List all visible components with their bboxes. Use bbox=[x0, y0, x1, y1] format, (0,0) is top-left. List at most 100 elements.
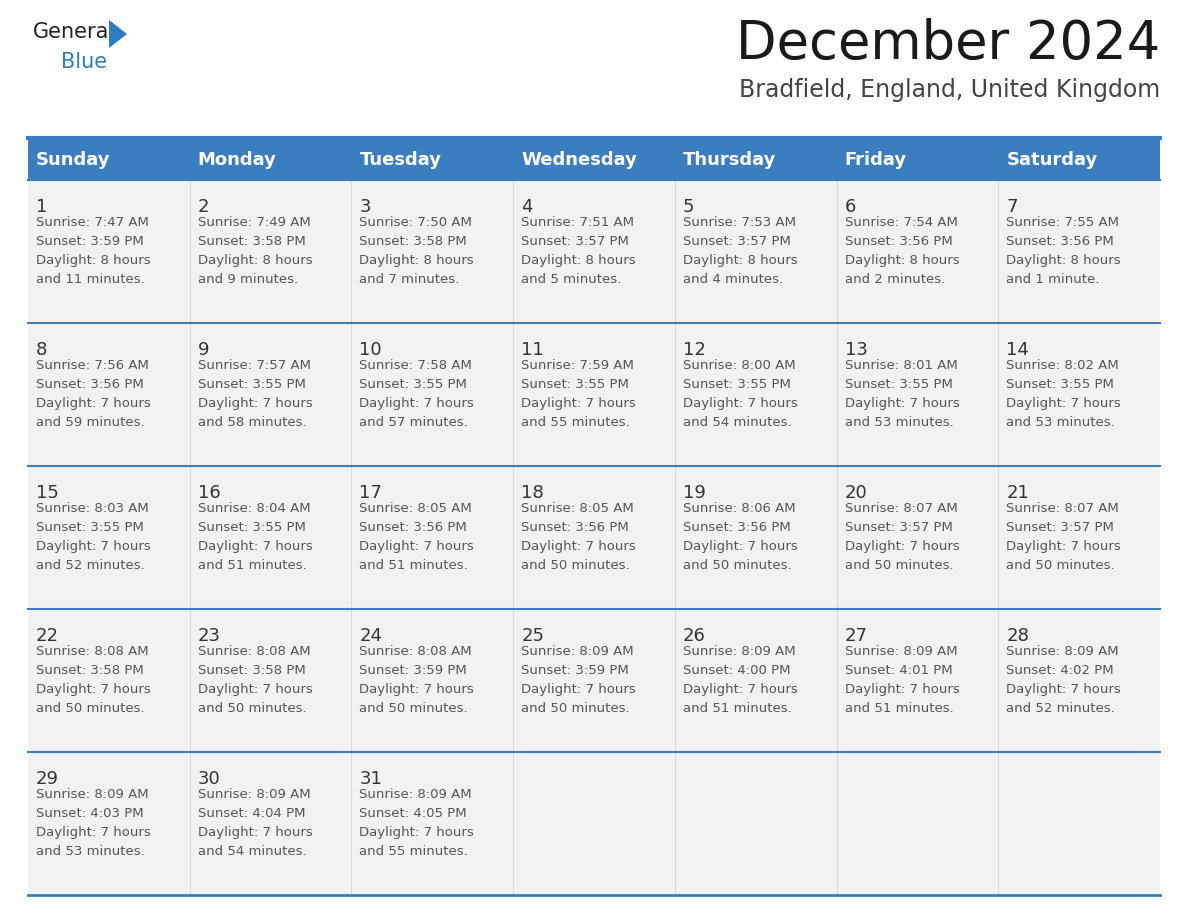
Text: Sunset: 3:55 PM: Sunset: 3:55 PM bbox=[683, 378, 791, 391]
Text: and 57 minutes.: and 57 minutes. bbox=[360, 416, 468, 429]
Text: and 53 minutes.: and 53 minutes. bbox=[36, 845, 145, 858]
Text: December 2024: December 2024 bbox=[735, 18, 1159, 70]
Text: and 9 minutes.: and 9 minutes. bbox=[197, 273, 298, 286]
Text: Sunrise: 7:49 AM: Sunrise: 7:49 AM bbox=[197, 216, 310, 229]
Text: Sunset: 3:59 PM: Sunset: 3:59 PM bbox=[36, 235, 144, 248]
Text: Daylight: 7 hours: Daylight: 7 hours bbox=[197, 397, 312, 410]
Bar bbox=[836, 466, 998, 609]
Text: Sunrise: 8:09 AM: Sunrise: 8:09 AM bbox=[522, 645, 633, 658]
Bar bbox=[836, 609, 998, 752]
Text: Daylight: 7 hours: Daylight: 7 hours bbox=[522, 683, 636, 696]
Text: 1: 1 bbox=[36, 198, 48, 216]
Text: Sunday: Sunday bbox=[36, 151, 110, 169]
Text: and 51 minutes.: and 51 minutes. bbox=[360, 559, 468, 572]
Text: and 59 minutes.: and 59 minutes. bbox=[36, 416, 145, 429]
Text: 23: 23 bbox=[197, 627, 221, 645]
Text: Thursday: Thursday bbox=[683, 151, 776, 169]
Bar bbox=[29, 752, 190, 895]
Text: Sunrise: 8:08 AM: Sunrise: 8:08 AM bbox=[360, 645, 472, 658]
Text: Sunset: 3:55 PM: Sunset: 3:55 PM bbox=[36, 521, 144, 534]
Text: Daylight: 7 hours: Daylight: 7 hours bbox=[360, 397, 474, 410]
Text: Daylight: 7 hours: Daylight: 7 hours bbox=[360, 540, 474, 553]
Text: Sunset: 3:55 PM: Sunset: 3:55 PM bbox=[197, 378, 305, 391]
Text: Sunrise: 8:09 AM: Sunrise: 8:09 AM bbox=[197, 788, 310, 801]
Text: Sunrise: 7:51 AM: Sunrise: 7:51 AM bbox=[522, 216, 634, 229]
Text: and 50 minutes.: and 50 minutes. bbox=[360, 702, 468, 715]
Bar bbox=[998, 752, 1159, 895]
Text: Daylight: 8 hours: Daylight: 8 hours bbox=[197, 254, 312, 267]
Text: Sunset: 3:56 PM: Sunset: 3:56 PM bbox=[522, 521, 628, 534]
Text: Sunset: 3:55 PM: Sunset: 3:55 PM bbox=[845, 378, 953, 391]
Text: Daylight: 8 hours: Daylight: 8 hours bbox=[683, 254, 797, 267]
Text: Saturday: Saturday bbox=[1006, 151, 1098, 169]
Text: Daylight: 7 hours: Daylight: 7 hours bbox=[1006, 683, 1121, 696]
Text: 24: 24 bbox=[360, 627, 383, 645]
Text: Daylight: 7 hours: Daylight: 7 hours bbox=[1006, 397, 1121, 410]
Bar bbox=[352, 609, 513, 752]
Text: and 50 minutes.: and 50 minutes. bbox=[522, 702, 630, 715]
Text: Sunrise: 8:09 AM: Sunrise: 8:09 AM bbox=[845, 645, 958, 658]
Text: Sunset: 4:04 PM: Sunset: 4:04 PM bbox=[197, 807, 305, 820]
Text: Sunset: 3:57 PM: Sunset: 3:57 PM bbox=[1006, 521, 1114, 534]
Text: Blue: Blue bbox=[61, 52, 107, 72]
Text: Sunset: 3:58 PM: Sunset: 3:58 PM bbox=[36, 664, 144, 677]
Text: and 4 minutes.: and 4 minutes. bbox=[683, 273, 783, 286]
Text: Sunrise: 7:59 AM: Sunrise: 7:59 AM bbox=[522, 359, 634, 372]
Bar bbox=[675, 466, 836, 609]
Text: Bradfield, England, United Kingdom: Bradfield, England, United Kingdom bbox=[739, 78, 1159, 102]
Text: Sunset: 3:56 PM: Sunset: 3:56 PM bbox=[845, 235, 953, 248]
Text: Tuesday: Tuesday bbox=[360, 151, 442, 169]
Bar bbox=[29, 180, 190, 323]
Bar bbox=[675, 323, 836, 466]
Text: and 58 minutes.: and 58 minutes. bbox=[197, 416, 307, 429]
Text: Sunrise: 8:09 AM: Sunrise: 8:09 AM bbox=[360, 788, 472, 801]
Text: 17: 17 bbox=[360, 484, 383, 502]
Text: Sunset: 3:55 PM: Sunset: 3:55 PM bbox=[360, 378, 467, 391]
Text: 7: 7 bbox=[1006, 198, 1018, 216]
Text: Sunrise: 8:09 AM: Sunrise: 8:09 AM bbox=[36, 788, 148, 801]
Text: Daylight: 7 hours: Daylight: 7 hours bbox=[36, 683, 151, 696]
Text: Sunrise: 8:09 AM: Sunrise: 8:09 AM bbox=[1006, 645, 1119, 658]
Text: Sunset: 4:01 PM: Sunset: 4:01 PM bbox=[845, 664, 953, 677]
Text: General: General bbox=[33, 22, 115, 42]
Bar bbox=[998, 609, 1159, 752]
Text: Sunset: 3:56 PM: Sunset: 3:56 PM bbox=[683, 521, 790, 534]
Bar bbox=[998, 180, 1159, 323]
Text: Sunset: 3:57 PM: Sunset: 3:57 PM bbox=[683, 235, 791, 248]
Text: Daylight: 7 hours: Daylight: 7 hours bbox=[360, 683, 474, 696]
Text: Daylight: 7 hours: Daylight: 7 hours bbox=[522, 540, 636, 553]
Text: Daylight: 7 hours: Daylight: 7 hours bbox=[683, 540, 797, 553]
Text: Sunrise: 7:47 AM: Sunrise: 7:47 AM bbox=[36, 216, 148, 229]
Text: Sunrise: 8:07 AM: Sunrise: 8:07 AM bbox=[1006, 502, 1119, 515]
Text: 26: 26 bbox=[683, 627, 706, 645]
Text: 15: 15 bbox=[36, 484, 59, 502]
Bar bbox=[29, 140, 1159, 180]
Bar bbox=[29, 466, 190, 609]
Text: and 51 minutes.: and 51 minutes. bbox=[845, 702, 953, 715]
Bar bbox=[190, 752, 352, 895]
Bar bbox=[513, 466, 675, 609]
Text: 8: 8 bbox=[36, 341, 48, 359]
Text: 27: 27 bbox=[845, 627, 867, 645]
Bar bbox=[675, 180, 836, 323]
Text: 21: 21 bbox=[1006, 484, 1029, 502]
Text: Sunrise: 8:05 AM: Sunrise: 8:05 AM bbox=[360, 502, 472, 515]
Text: 4: 4 bbox=[522, 198, 532, 216]
Text: 28: 28 bbox=[1006, 627, 1029, 645]
Text: Sunrise: 8:09 AM: Sunrise: 8:09 AM bbox=[683, 645, 796, 658]
Text: Daylight: 8 hours: Daylight: 8 hours bbox=[360, 254, 474, 267]
Text: Sunrise: 7:53 AM: Sunrise: 7:53 AM bbox=[683, 216, 796, 229]
Text: 9: 9 bbox=[197, 341, 209, 359]
Text: Friday: Friday bbox=[845, 151, 906, 169]
Text: Sunrise: 8:08 AM: Sunrise: 8:08 AM bbox=[197, 645, 310, 658]
Text: and 50 minutes.: and 50 minutes. bbox=[683, 559, 791, 572]
Text: Sunrise: 8:03 AM: Sunrise: 8:03 AM bbox=[36, 502, 148, 515]
Text: Daylight: 8 hours: Daylight: 8 hours bbox=[1006, 254, 1121, 267]
Bar bbox=[998, 466, 1159, 609]
Text: Sunrise: 7:55 AM: Sunrise: 7:55 AM bbox=[1006, 216, 1119, 229]
Bar bbox=[352, 180, 513, 323]
Text: Sunset: 3:59 PM: Sunset: 3:59 PM bbox=[360, 664, 467, 677]
Text: Sunrise: 7:57 AM: Sunrise: 7:57 AM bbox=[197, 359, 311, 372]
Text: and 52 minutes.: and 52 minutes. bbox=[1006, 702, 1116, 715]
Text: 30: 30 bbox=[197, 770, 221, 788]
